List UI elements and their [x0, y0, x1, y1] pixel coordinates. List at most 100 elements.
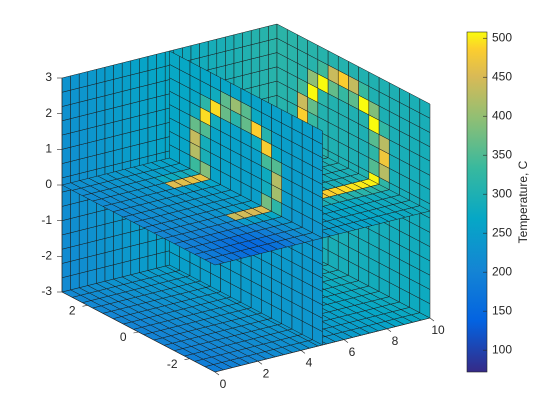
x-tick-label: 0	[220, 377, 227, 391]
slice-cell	[96, 266, 106, 284]
slice-cell	[156, 66, 166, 84]
slice-cell	[96, 238, 106, 256]
colorbar-tick-label: 300	[492, 186, 512, 200]
slice-cell	[70, 258, 80, 276]
slice-cell	[78, 71, 89, 89]
slice-cell	[87, 126, 97, 144]
slice-cell	[87, 69, 97, 87]
slice-cell	[259, 82, 269, 100]
slice-cell	[61, 260, 71, 279]
slice-cell	[250, 42, 261, 60]
slice-cell	[104, 93, 114, 111]
slice-cell	[113, 262, 123, 280]
slice-cell	[78, 128, 89, 146]
x-tick-label: 4	[306, 356, 313, 370]
slice-cell	[242, 44, 252, 62]
slice-cell	[225, 34, 235, 52]
slice-cell	[113, 133, 123, 151]
slice-cell	[61, 89, 71, 107]
x-tick	[214, 371, 220, 376]
x-tick-label: 8	[392, 334, 399, 348]
slice-cell	[96, 252, 106, 270]
x-tick	[343, 339, 349, 343]
slice-cell	[147, 125, 157, 143]
slice-cell	[121, 103, 132, 121]
slice-cell	[87, 83, 97, 101]
slice-cell	[139, 127, 149, 145]
axes: -3 -2 -1 0 1 2 3 0 2 4 6 8 10 -2 0 2	[41, 70, 445, 391]
slice-cell	[250, 56, 261, 74]
slice-cell	[225, 48, 235, 66]
slice-cell	[61, 246, 71, 264]
slice-cell	[87, 268, 97, 286]
slice-cell	[87, 140, 97, 158]
slice-cell	[121, 231, 132, 249]
slice-cell	[61, 275, 71, 293]
slice-cell	[104, 107, 114, 125]
z-tick-label: -3	[41, 284, 52, 298]
slice-cell	[216, 36, 226, 54]
slice-cell	[233, 46, 243, 64]
slice-cell	[147, 139, 157, 157]
x-tick	[386, 328, 392, 333]
slice-cell	[113, 233, 123, 251]
slice-cell	[139, 241, 149, 259]
slice-cell	[70, 73, 80, 91]
slice-cell	[147, 68, 157, 86]
slice-cell	[78, 85, 89, 103]
x-tick-label: 10	[431, 323, 445, 337]
slice-cell	[121, 245, 132, 263]
slice-cell	[147, 96, 157, 114]
x-axis	[214, 317, 431, 373]
slice-cell	[113, 62, 123, 80]
slice-cell	[207, 53, 218, 71]
slice-cell	[70, 144, 80, 162]
slice-cell	[70, 201, 80, 219]
slice-cell	[139, 113, 149, 131]
slice-cell	[113, 248, 123, 266]
slice-cell	[104, 250, 114, 268]
slice-cell	[78, 156, 89, 174]
slice-cell	[87, 154, 97, 172]
slice-cell	[268, 52, 278, 70]
y-tick	[82, 305, 88, 307]
slice-cell	[130, 243, 140, 261]
slice-cell	[276, 23, 288, 45]
slice-cell	[130, 72, 140, 90]
slice-cell	[156, 237, 166, 255]
x-tick	[257, 360, 263, 365]
slice-cell	[87, 211, 97, 229]
slice-cell	[87, 225, 97, 244]
slice-cell	[156, 137, 166, 155]
slice-cell	[147, 253, 157, 271]
slice-cell	[207, 38, 218, 56]
z-tick-label: 1	[45, 142, 52, 156]
slice-cell	[96, 123, 106, 142]
x-tick-label: 6	[349, 345, 356, 359]
slice-cell	[78, 242, 89, 260]
slice-cell	[96, 152, 106, 170]
slice-cell	[130, 86, 140, 104]
z-tick-label: 3	[45, 70, 52, 84]
slice-cell	[104, 136, 114, 154]
colorbar-tick-label: 400	[492, 108, 512, 122]
z-tick-label: 0	[45, 177, 52, 191]
slice-cell	[233, 60, 243, 78]
slice-cell	[121, 88, 132, 107]
y-tick-label: -2	[167, 357, 178, 371]
slice-cell	[61, 132, 71, 150]
colorbar-tick-label: 100	[492, 342, 512, 356]
slice-cell	[250, 70, 261, 88]
slice-cell	[104, 264, 114, 282]
slice-cell	[242, 30, 252, 48]
slice-cell	[113, 219, 123, 237]
slice-cell	[259, 68, 269, 86]
slice-cell	[156, 80, 166, 98]
slice-cell	[156, 123, 166, 141]
slice-cell	[104, 64, 114, 82]
slice-cell	[139, 84, 149, 102]
slice-cell	[159, 157, 181, 166]
slice-cell	[147, 82, 157, 100]
slice-cell	[96, 138, 106, 156]
slice-cell	[61, 161, 71, 179]
